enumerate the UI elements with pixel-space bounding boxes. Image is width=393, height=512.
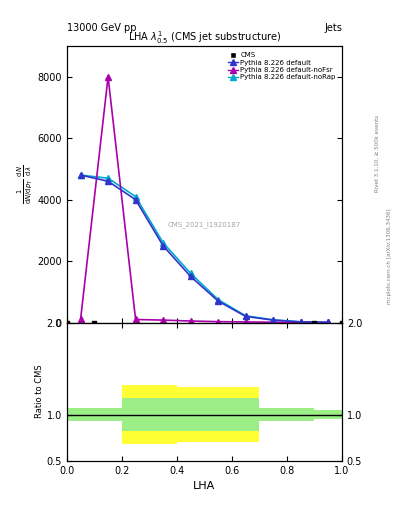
Y-axis label: Ratio to CMS: Ratio to CMS [35, 365, 44, 418]
Text: Jets: Jets [324, 23, 342, 33]
Text: mcplots.cern.ch [arXiv:1306.3436]: mcplots.cern.ch [arXiv:1306.3436] [387, 208, 391, 304]
Title: LHA $\lambda^{1}_{0.5}$ (CMS jet substructure): LHA $\lambda^{1}_{0.5}$ (CMS jet substru… [128, 29, 281, 46]
Text: CMS_2021_I1920187: CMS_2021_I1920187 [168, 221, 241, 227]
Text: Rivet 3.1.10, ≥ 500k events: Rivet 3.1.10, ≥ 500k events [375, 115, 380, 192]
Y-axis label: $\frac{1}{\mathrm{d}N / \mathrm{d}p_\mathrm{T}}\ \frac{\mathrm{d}N}{\mathrm{d}\l: $\frac{1}{\mathrm{d}N / \mathrm{d}p_\mat… [15, 165, 35, 204]
Text: 13000 GeV pp: 13000 GeV pp [67, 23, 136, 33]
X-axis label: LHA: LHA [193, 481, 215, 491]
Legend: CMS, Pythia 8.226 default, Pythia 8.226 default-noFsr, Pythia 8.226 default-noRa: CMS, Pythia 8.226 default, Pythia 8.226 … [225, 50, 338, 83]
